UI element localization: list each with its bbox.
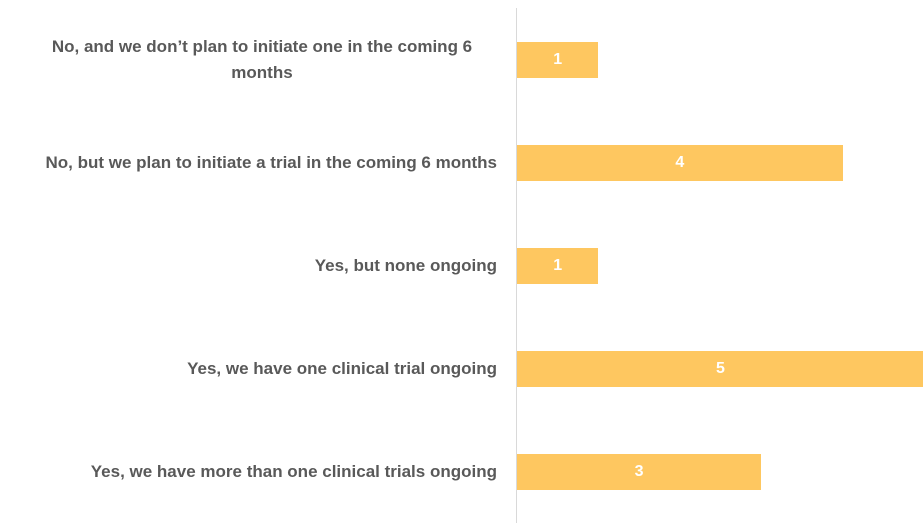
category-label: Yes, but none ongoing [0,214,497,317]
bar: 1 [517,41,599,78]
category-label: Yes, we have more than one clinical tria… [0,420,497,523]
category-label: No, but we plan to initiate a trial in t… [0,111,497,214]
bar: 1 [517,247,599,284]
bar: 3 [517,453,762,490]
category-text: No, but we plan to initiate a trial in t… [45,152,497,172]
value-label: 5 [716,359,725,377]
category-label: Yes, we have one clinical trial ongoing [0,317,497,420]
category-text: Yes, but none ongoing [314,255,497,275]
category-text: No, and we don’t plan to initiate one in… [51,36,473,82]
value-label: 1 [553,50,563,68]
category-text: Yes, we have more than one clinical tria… [90,461,497,481]
value-label: 3 [634,462,644,480]
bar: 4 [517,144,843,181]
bar: 5 [517,350,923,387]
value-label: 1 [553,256,563,274]
axis-line [516,8,517,523]
value-label: 4 [675,153,685,171]
category-label: No, and we don’t plan to initiate one in… [0,8,497,111]
category-text: Yes, we have one clinical trial ongoing [187,358,497,378]
